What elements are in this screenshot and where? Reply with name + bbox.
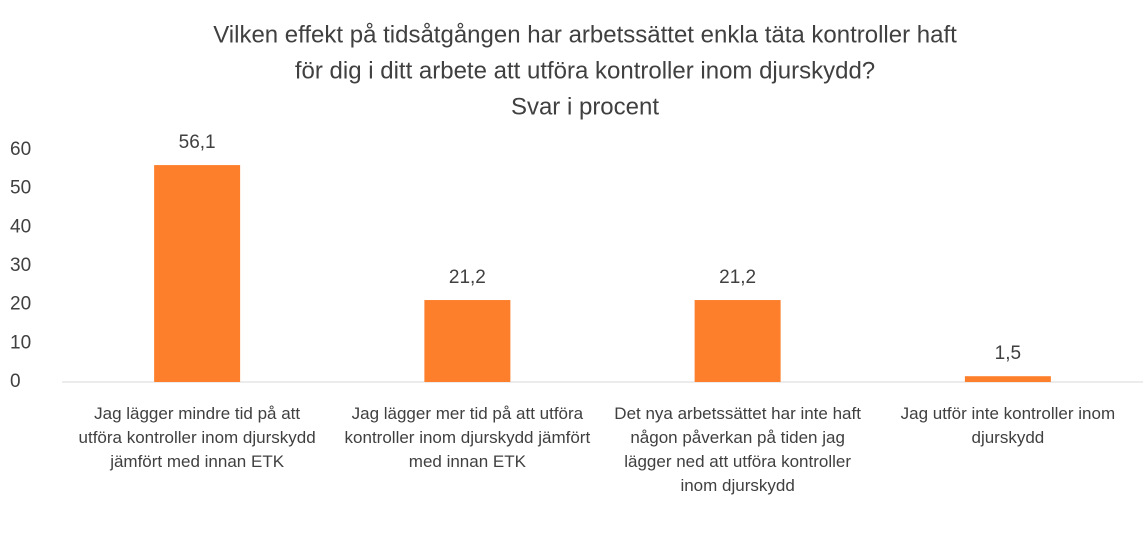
y-tick-label: 50 xyxy=(10,178,31,199)
chart-title: Vilken effekt på tidsåtgången har arbets… xyxy=(213,21,957,48)
data-label: 21,2 xyxy=(449,267,486,288)
data-label: 21,2 xyxy=(719,267,756,288)
bar xyxy=(424,300,511,382)
y-tick-label: 0 xyxy=(10,371,21,392)
y-tick-label: 60 xyxy=(10,139,31,160)
y-tick-label: 20 xyxy=(10,294,31,315)
y-tick-label: 40 xyxy=(10,216,31,237)
x-tick-label: Jag utför inte kontroller inom djurskydd xyxy=(900,404,1116,447)
x-tick-label: Jag lägger mer tid på att utföra kontrol… xyxy=(344,404,591,471)
bar xyxy=(964,376,1051,382)
data-label: 1,5 xyxy=(995,343,1021,364)
y-tick-label: 30 xyxy=(10,255,31,276)
bar xyxy=(694,300,781,382)
chart-subtitle: Svar i procent xyxy=(511,93,659,120)
y-tick-label: 10 xyxy=(10,332,31,353)
x-tick-label: Jag lägger mindre tid på att utföra kont… xyxy=(78,404,316,471)
data-label: 56,1 xyxy=(179,132,216,153)
bar xyxy=(154,165,241,382)
x-tick-label: Det nya arbetssättet har inte haft någon… xyxy=(614,404,861,495)
chart-title: för dig i ditt arbete att utföra kontrol… xyxy=(295,57,875,84)
